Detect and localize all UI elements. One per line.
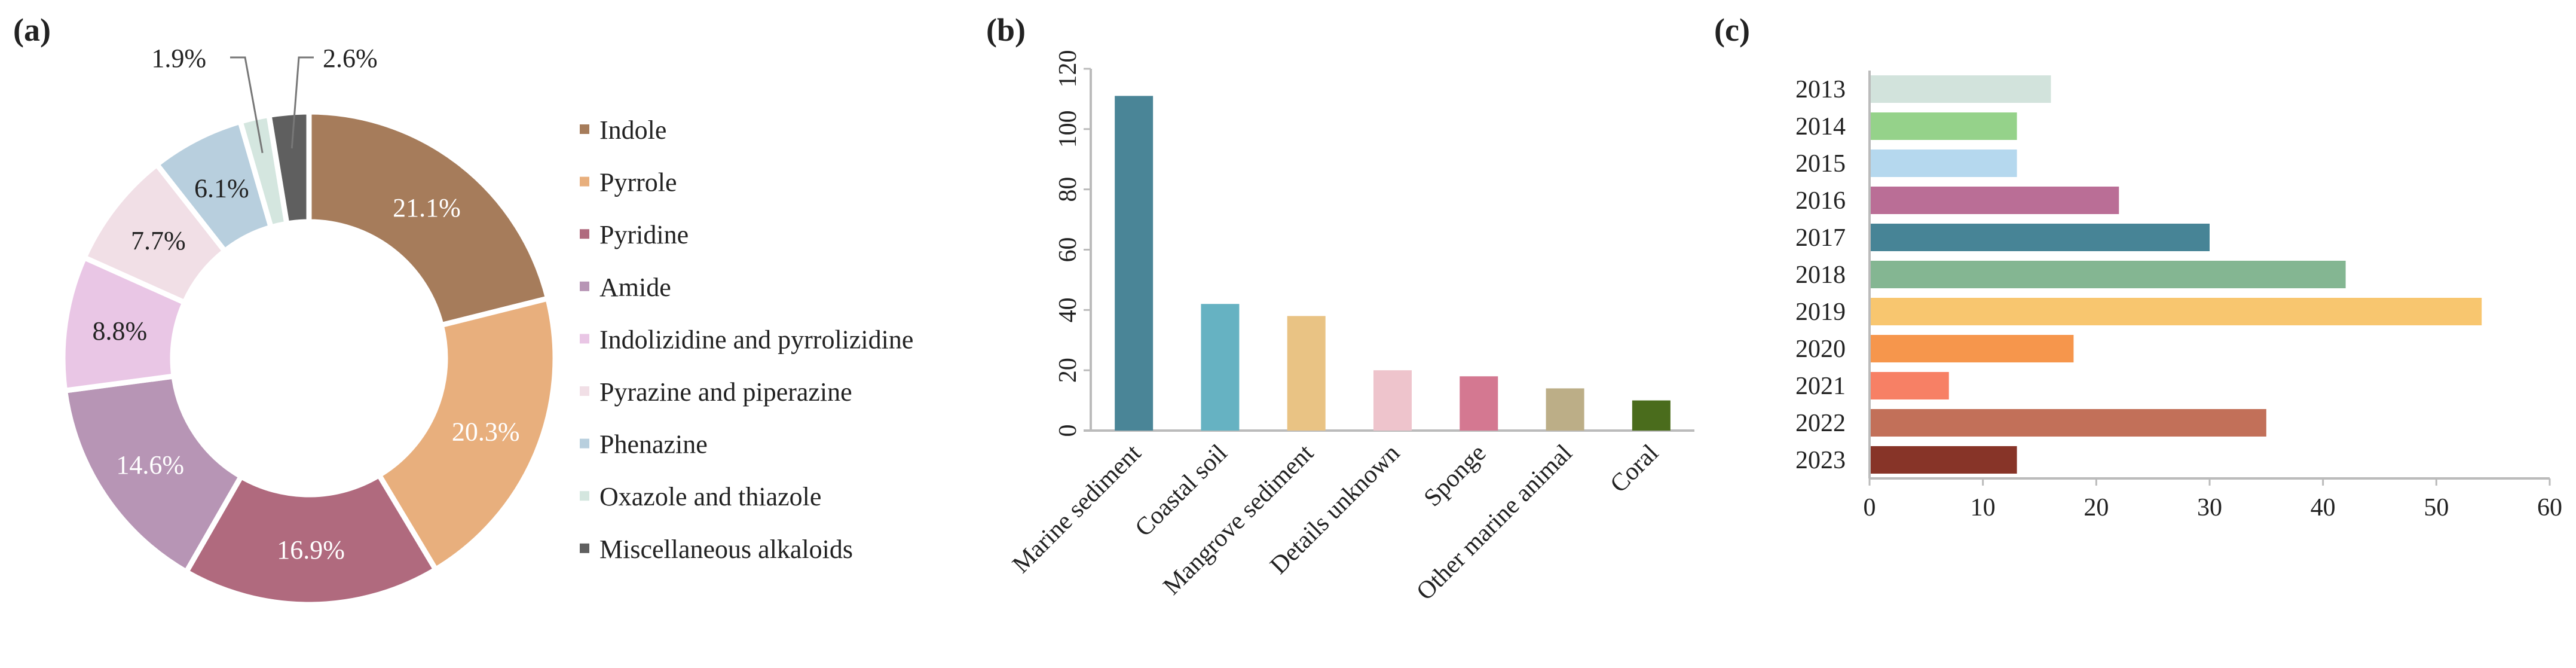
bar bbox=[1871, 409, 2266, 437]
pie-data-label: 1.9% bbox=[151, 44, 206, 73]
pie-data-label: 21.1% bbox=[393, 193, 461, 222]
legend-label: Pyrazine and piperazine bbox=[599, 377, 852, 407]
pie-slice bbox=[182, 471, 440, 608]
pie-slice bbox=[265, 109, 312, 227]
x-tick-label: 60 bbox=[2537, 494, 2562, 521]
y-tick-label: 2022 bbox=[1795, 410, 1846, 437]
bar bbox=[1632, 400, 1671, 431]
bar bbox=[1373, 370, 1412, 431]
y-tick-label: 2019 bbox=[1795, 298, 1846, 326]
legend-label: Amide bbox=[599, 273, 671, 302]
x-tick-label: Mangrove sediment bbox=[1158, 439, 1319, 600]
pie-data-label: 7.7% bbox=[131, 226, 186, 255]
x-tick-label: 30 bbox=[2197, 494, 2222, 521]
pie-slice bbox=[306, 109, 552, 329]
x-tick-label: 50 bbox=[2424, 494, 2449, 521]
bar bbox=[1871, 446, 2017, 474]
y-tick-label: 40 bbox=[1054, 297, 1082, 322]
y-tick-label: 2015 bbox=[1795, 150, 1846, 178]
x-tick-label: Sponge bbox=[1419, 440, 1492, 513]
bar bbox=[1115, 96, 1154, 431]
x-tick-label: 20 bbox=[2084, 494, 2109, 521]
x-tick-label: Coral bbox=[1605, 440, 1664, 499]
bar bbox=[1871, 261, 2346, 288]
legend-swatch bbox=[580, 386, 589, 396]
x-tick-label: Marine sediment bbox=[1007, 439, 1146, 578]
y-tick-label: 2020 bbox=[1795, 335, 1846, 363]
donut-chart: 21.1% 20.3% 16.9% 14.6% 8.8% 7.7% 6.1% 1.9% 2.6% bbox=[60, 44, 558, 608]
bar bbox=[1871, 150, 2017, 177]
pie-data-label: 8.8% bbox=[93, 316, 148, 346]
panel-label-a: (a) bbox=[13, 12, 51, 48]
year-bar-chart: 0 10 20 30 40 50 60 2013 2014 2015 2016 2017 2018 201… bbox=[1795, 71, 2562, 521]
y-tick-label: 2013 bbox=[1795, 76, 1846, 103]
pie-data-label: 14.6% bbox=[116, 450, 184, 480]
panel-label-c: (c) bbox=[1714, 12, 1750, 48]
bar bbox=[1871, 75, 2051, 103]
leader-line bbox=[230, 56, 264, 153]
legend-swatch bbox=[580, 543, 589, 553]
pie-slice bbox=[375, 295, 558, 574]
bar bbox=[1871, 187, 2119, 214]
bar bbox=[1546, 388, 1584, 431]
legend-label: Oxazole and thiazole bbox=[599, 482, 821, 511]
bar bbox=[1871, 372, 1949, 399]
y-tick-label: 2017 bbox=[1795, 224, 1846, 252]
pie-data-label: 2.6% bbox=[323, 44, 378, 73]
legend-label: Indolizidine and pyrrolizidine bbox=[599, 325, 913, 354]
bar bbox=[1201, 304, 1240, 431]
bar bbox=[1287, 316, 1326, 431]
y-tick-label: 2014 bbox=[1795, 113, 1846, 141]
pie-slice bbox=[62, 373, 245, 576]
pie-legend: Indole Pyrrole Pyridine Amide Indolizidine a… bbox=[580, 115, 913, 564]
y-tick-label: 2021 bbox=[1795, 373, 1846, 400]
legend-swatch bbox=[580, 176, 589, 187]
y-tick-label: 20 bbox=[1054, 358, 1082, 383]
bar bbox=[1871, 298, 2482, 325]
panel-label-b: (b) bbox=[986, 12, 1026, 48]
bar bbox=[1871, 335, 2074, 362]
legend-swatch bbox=[580, 491, 589, 501]
legend-swatch bbox=[580, 124, 589, 134]
legend-swatch bbox=[580, 334, 589, 344]
legend-label: Miscellaneous alkaloids bbox=[599, 535, 853, 564]
y-tick-label: 80 bbox=[1054, 177, 1082, 202]
y-tick-label: 100 bbox=[1054, 110, 1082, 148]
x-tick-label: 10 bbox=[1971, 494, 1996, 521]
legend-swatch bbox=[580, 281, 589, 291]
bar bbox=[1871, 112, 2017, 140]
x-tick-label: 40 bbox=[2311, 494, 2336, 521]
legend-label: Phenazine bbox=[599, 430, 708, 459]
bar bbox=[1460, 376, 1498, 431]
y-tick-label: 2023 bbox=[1795, 447, 1846, 474]
x-tick-label: Other marine animal bbox=[1411, 440, 1577, 606]
legend-label: Pyridine bbox=[599, 220, 689, 249]
legend-label: Indole bbox=[599, 115, 666, 145]
y-tick-label: 120 bbox=[1054, 50, 1082, 88]
pie-data-label: 16.9% bbox=[277, 535, 345, 565]
pie-data-label: 6.1% bbox=[194, 173, 249, 203]
y-tick-label: 60 bbox=[1054, 237, 1082, 263]
legend-label: Pyrrole bbox=[599, 168, 677, 197]
leader-line bbox=[290, 56, 314, 149]
legend-swatch bbox=[580, 438, 589, 449]
pie-data-label: 20.3% bbox=[452, 417, 520, 446]
bar bbox=[1871, 224, 2210, 251]
y-tick-label: 0 bbox=[1054, 425, 1082, 437]
y-tick-label: 2018 bbox=[1795, 261, 1846, 289]
x-tick-label: 0 bbox=[1864, 494, 1876, 521]
legend-swatch bbox=[580, 229, 589, 239]
y-tick-label: 2016 bbox=[1795, 187, 1846, 215]
